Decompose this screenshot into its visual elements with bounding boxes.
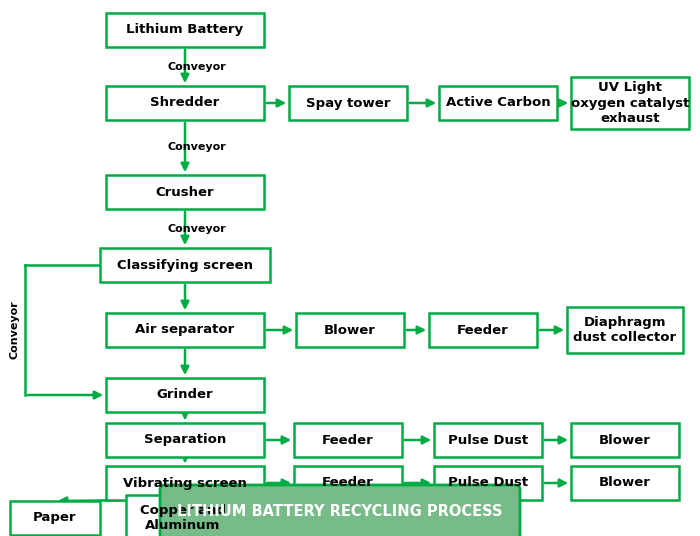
FancyBboxPatch shape xyxy=(106,175,264,209)
Text: Blower: Blower xyxy=(599,434,651,446)
FancyBboxPatch shape xyxy=(289,86,407,120)
Text: LITHIUM BATTERY RECYCLING PROCESS: LITHIUM BATTERY RECYCLING PROCESS xyxy=(177,504,503,519)
Text: Shredder: Shredder xyxy=(150,96,220,109)
FancyBboxPatch shape xyxy=(294,423,402,457)
FancyBboxPatch shape xyxy=(106,378,264,412)
FancyBboxPatch shape xyxy=(106,423,264,457)
Text: Blower: Blower xyxy=(324,324,376,337)
Text: UV Light
oxygen catalyst
exhaust: UV Light oxygen catalyst exhaust xyxy=(570,81,690,124)
Text: Classifying screen: Classifying screen xyxy=(117,258,253,272)
Text: Conveyor: Conveyor xyxy=(10,301,20,359)
FancyBboxPatch shape xyxy=(106,466,264,500)
Text: Feeder: Feeder xyxy=(322,477,374,489)
Text: Conveyor: Conveyor xyxy=(167,143,226,153)
FancyBboxPatch shape xyxy=(100,248,270,282)
FancyBboxPatch shape xyxy=(571,466,679,500)
FancyBboxPatch shape xyxy=(296,313,404,347)
FancyBboxPatch shape xyxy=(106,313,264,347)
Text: Blower: Blower xyxy=(599,477,651,489)
Text: Diaphragm
dust collector: Diaphragm dust collector xyxy=(573,316,677,344)
FancyBboxPatch shape xyxy=(434,423,542,457)
Text: Pulse Dust: Pulse Dust xyxy=(448,477,528,489)
FancyBboxPatch shape xyxy=(434,466,542,500)
FancyBboxPatch shape xyxy=(106,86,264,120)
FancyBboxPatch shape xyxy=(571,423,679,457)
Text: Separation: Separation xyxy=(144,434,226,446)
Text: Paper: Paper xyxy=(34,511,77,525)
Text: Conveyor: Conveyor xyxy=(167,62,226,71)
FancyBboxPatch shape xyxy=(439,86,557,120)
Text: Feeder: Feeder xyxy=(322,434,374,446)
Text: Feeder: Feeder xyxy=(457,324,509,337)
FancyBboxPatch shape xyxy=(429,313,537,347)
FancyBboxPatch shape xyxy=(294,466,402,500)
FancyBboxPatch shape xyxy=(160,485,520,536)
Text: Grinder: Grinder xyxy=(157,389,214,401)
Text: Spay tower: Spay tower xyxy=(306,96,390,109)
FancyBboxPatch shape xyxy=(106,13,264,47)
Text: Conveyor: Conveyor xyxy=(167,224,226,234)
FancyBboxPatch shape xyxy=(10,501,100,535)
Text: Pulse Dust: Pulse Dust xyxy=(448,434,528,446)
FancyBboxPatch shape xyxy=(125,495,241,536)
FancyBboxPatch shape xyxy=(571,77,689,129)
FancyBboxPatch shape xyxy=(567,307,683,353)
Text: Crusher: Crusher xyxy=(155,185,214,198)
Text: Vibrating screen: Vibrating screen xyxy=(123,477,247,489)
Text: Active Carbon: Active Carbon xyxy=(446,96,550,109)
Text: Air separator: Air separator xyxy=(135,324,234,337)
Text: Copper and
Aluminum: Copper and Aluminum xyxy=(140,504,226,532)
Text: Lithium Battery: Lithium Battery xyxy=(127,24,244,36)
